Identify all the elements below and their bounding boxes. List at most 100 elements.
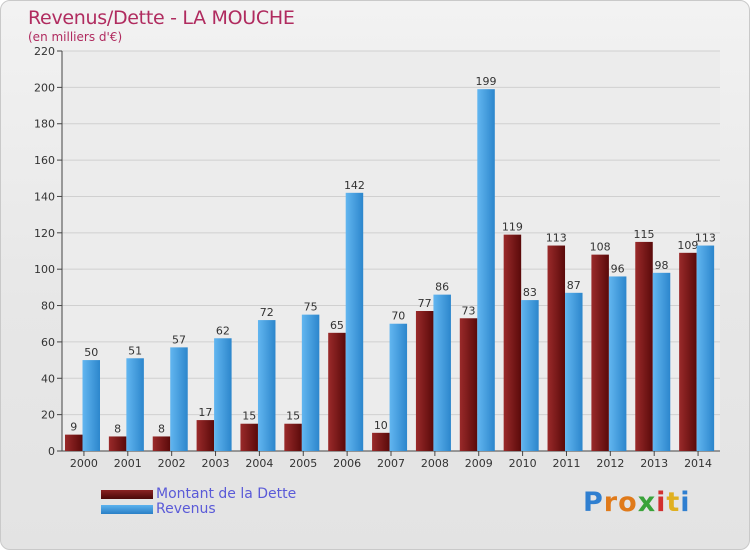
label-dette-2012: 108: [590, 241, 611, 254]
legend-swatch-revenus: [101, 505, 153, 514]
logo-letter: r: [603, 487, 619, 518]
bar-dette-2008: [415, 311, 434, 451]
x-tick-label-2008: 2008: [421, 457, 449, 470]
label-revenus-2010: 83: [523, 286, 537, 299]
logo-letter: P: [583, 487, 604, 518]
y-tick-label: 20: [41, 409, 55, 422]
bar-revenus-2012: [608, 276, 627, 451]
x-tick-label-2007: 2007: [377, 457, 405, 470]
legend-swatch-dette: [101, 490, 153, 499]
x-tick-label-2006: 2006: [333, 457, 361, 470]
legend-label-revenus: Revenus: [156, 501, 216, 517]
label-revenus-2012: 96: [611, 262, 625, 275]
y-tick-label: 40: [41, 372, 55, 385]
label-revenus-2005: 75: [304, 301, 318, 314]
label-revenus-2003: 62: [216, 324, 230, 337]
label-dette-2009: 73: [462, 304, 476, 317]
label-revenus-2013: 98: [655, 259, 669, 272]
bar-revenus-2002: [170, 347, 188, 451]
bar-dette-2002: [152, 436, 171, 451]
logo-letter: o: [618, 487, 638, 518]
bar-dette-2011: [547, 245, 566, 451]
label-revenus-2009: 199: [476, 75, 497, 88]
label-revenus-2014: 113: [695, 232, 716, 245]
bar-dette-2003: [196, 420, 215, 451]
x-tick-label-2011: 2011: [552, 457, 580, 470]
bar-revenus-2013: [652, 272, 671, 451]
x-tick-label-2004: 2004: [245, 457, 273, 470]
bar-dette-2013: [635, 241, 653, 451]
label-revenus-2000: 50: [84, 346, 98, 359]
y-tick-label: 120: [34, 227, 55, 240]
bar-dette-2000: [65, 434, 83, 451]
bar-dette-2004: [240, 423, 258, 451]
bar-revenus-2001: [126, 358, 144, 451]
bar-dette-2012: [591, 254, 609, 451]
bar-revenus-2004: [257, 320, 276, 451]
y-tick-label: 140: [34, 190, 55, 203]
x-tick-label-2002: 2002: [158, 457, 186, 470]
legend-label-dette: Montant de la Dette: [156, 486, 297, 502]
x-tick-label-2005: 2005: [289, 457, 317, 470]
y-tick-label: 80: [41, 300, 55, 313]
label-dette-2007: 10: [374, 419, 388, 432]
label-dette-2001: 8: [114, 422, 121, 435]
label-dette-2000: 9: [70, 421, 77, 434]
bar-dette-2006: [328, 332, 346, 451]
bar-dette-2014: [679, 252, 697, 451]
y-tick-label: 0: [48, 445, 55, 458]
label-dette-2002: 8: [158, 422, 165, 435]
bar-revenus-2009: [477, 89, 495, 451]
x-tick-label-2000: 2000: [70, 457, 98, 470]
bar-revenus-2003: [214, 338, 232, 451]
bar-revenus-2014: [696, 245, 715, 451]
bar-dette-2005: [284, 423, 302, 451]
x-tick-label-2010: 2010: [509, 457, 537, 470]
x-tick-label-2012: 2012: [596, 457, 624, 470]
label-dette-2003: 17: [198, 406, 212, 419]
label-revenus-2011: 87: [567, 279, 581, 292]
label-revenus-2004: 72: [260, 306, 274, 319]
proxiti-logo: Proxiti: [583, 487, 691, 518]
bar-dette-2007: [372, 432, 390, 451]
bar-revenus-2007: [389, 323, 408, 451]
label-dette-2010: 119: [502, 221, 523, 234]
chart-title: Revenus/Dette - LA MOUCHE: [28, 7, 295, 29]
y-tick-label: 60: [41, 336, 55, 349]
bar-revenus-2010: [521, 300, 539, 451]
label-dette-2004: 15: [242, 410, 256, 423]
x-tick-label-2001: 2001: [114, 457, 142, 470]
label-revenus-2006: 142: [344, 179, 365, 192]
y-tick-label: 160: [34, 154, 55, 167]
bar-revenus-2000: [82, 360, 100, 451]
bar-dette-2010: [503, 234, 522, 451]
label-dette-2014: 109: [677, 239, 698, 252]
bar-revenus-2011: [565, 292, 583, 451]
logo-letter: x: [637, 487, 657, 518]
label-dette-2011: 113: [546, 232, 567, 245]
label-dette-2008: 77: [418, 297, 432, 310]
label-revenus-2008: 86: [435, 281, 449, 294]
label-dette-2013: 115: [634, 228, 655, 241]
x-tick-label-2003: 2003: [202, 457, 230, 470]
label-revenus-2007: 70: [391, 310, 405, 323]
y-tick-label: 180: [34, 118, 55, 131]
y-tick-label: 220: [34, 45, 55, 58]
label-dette-2005: 15: [286, 410, 300, 423]
bar-dette-2001: [108, 436, 127, 451]
bar-revenus-2008: [433, 294, 451, 451]
y-tick-label: 100: [34, 263, 55, 276]
label-dette-2006: 65: [330, 319, 344, 332]
x-tick-label-2013: 2013: [640, 457, 668, 470]
chart-subtitle: (en milliers d'€): [28, 30, 123, 44]
bar-revenus-2005: [301, 314, 320, 451]
bar-revenus-2006: [345, 192, 364, 451]
y-tick-label: 200: [34, 81, 55, 94]
label-revenus-2001: 51: [128, 344, 142, 357]
logo-letter: t: [666, 487, 681, 518]
x-tick-label-2009: 2009: [465, 457, 493, 470]
x-tick-label-2014: 2014: [684, 457, 712, 470]
label-revenus-2002: 57: [172, 333, 186, 346]
